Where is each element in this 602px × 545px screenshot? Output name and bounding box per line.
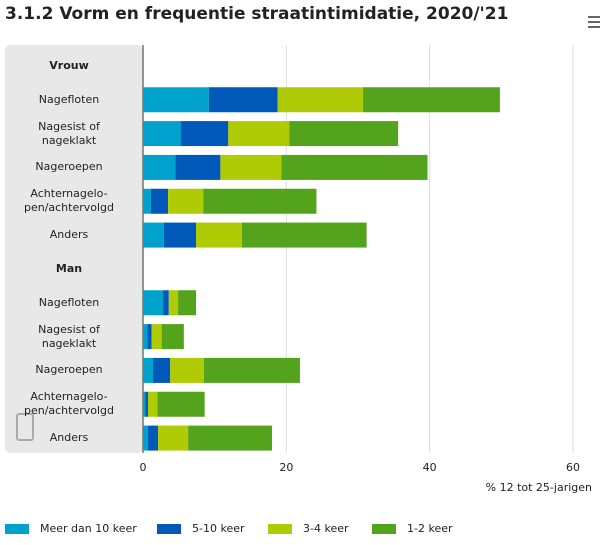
bar-segment xyxy=(178,290,197,316)
bar-segment xyxy=(168,188,204,214)
y-tick-label: Achternagelo- pen/achtervolgd xyxy=(23,187,115,215)
bar-segment xyxy=(143,222,164,248)
legend-swatch xyxy=(372,524,396,534)
x-tick-label: 60 xyxy=(566,461,580,474)
x-tick-label: 20 xyxy=(279,461,293,474)
legend-label: 5-10 keer xyxy=(192,522,245,535)
bar-segment xyxy=(143,391,146,417)
bar-segment xyxy=(143,154,176,180)
bar-segment xyxy=(228,121,290,147)
bar-segment xyxy=(220,154,282,180)
y-tick-label: Nagefloten xyxy=(38,92,100,106)
bar-segment xyxy=(153,357,171,383)
legend-item[interactable]: Meer dan 10 keer xyxy=(5,522,137,535)
y-tick-label: Nageroepen xyxy=(35,160,103,174)
legend-item[interactable]: 1-2 keer xyxy=(372,522,453,535)
legend-label: 1-2 keer xyxy=(407,522,453,535)
label-panel xyxy=(5,45,143,453)
bar-segment xyxy=(145,391,149,417)
bar-segment xyxy=(168,290,179,316)
x-tick-label: 0 xyxy=(140,461,147,474)
bar-segment xyxy=(158,425,189,451)
bar-segment xyxy=(161,324,184,350)
y-tick-label: Nagesist of nageklakt xyxy=(38,119,100,147)
legend-swatch xyxy=(157,524,181,534)
bar-segment xyxy=(143,357,154,383)
y-tick-label: Achternagelo- pen/achtervolgd xyxy=(23,390,115,418)
bar-segment xyxy=(148,425,159,451)
bar-segment xyxy=(170,357,204,383)
bar-segment xyxy=(175,154,221,180)
bar-segment xyxy=(180,121,229,147)
bar-segment xyxy=(203,188,317,214)
bar-segment xyxy=(363,87,500,113)
bar-segment xyxy=(147,324,152,350)
y-tick-label: Vrouw xyxy=(49,58,89,72)
chart-title: 3.1.2 Vorm en frequentie straatintimidat… xyxy=(5,4,509,24)
bar-segment xyxy=(241,222,367,248)
bar-segment xyxy=(143,324,148,350)
y-tick-label: Anders xyxy=(49,431,89,445)
y-tick-label: Nageroepen xyxy=(35,363,103,377)
bar-segment xyxy=(281,154,428,180)
bar-segment xyxy=(188,425,272,451)
bar-segment xyxy=(208,87,278,113)
menu-icon[interactable] xyxy=(588,16,600,28)
bar-segment xyxy=(143,121,181,147)
legend-item[interactable]: 3-4 keer xyxy=(268,522,349,535)
bar-segment xyxy=(163,290,169,316)
legend-item[interactable]: 5-10 keer xyxy=(157,522,245,535)
bar-segment xyxy=(143,188,151,214)
bar-segment xyxy=(289,121,399,147)
bar-segment xyxy=(203,357,300,383)
bar-segment xyxy=(143,425,149,451)
x-tick-label: 40 xyxy=(423,461,437,474)
bar-segment xyxy=(143,87,209,113)
bar-segment xyxy=(143,290,164,316)
legend-label: 3-4 keer xyxy=(303,522,349,535)
y-tick-label: Man xyxy=(55,261,83,275)
bar-segment xyxy=(277,87,364,113)
x-axis-label: % 12 tot 25-jarigen xyxy=(486,481,592,494)
logo xyxy=(16,413,34,441)
bar-segment xyxy=(148,391,158,417)
bar-segment xyxy=(196,222,242,248)
legend-swatch xyxy=(5,524,29,534)
bar-segment xyxy=(151,324,162,350)
bar-segment xyxy=(163,222,197,248)
bar-segment xyxy=(157,391,205,417)
y-tick-label: Nagesist of nageklakt xyxy=(38,322,100,350)
legend-swatch xyxy=(268,524,292,534)
legend-label: Meer dan 10 keer xyxy=(40,522,137,535)
y-tick-label: Anders xyxy=(49,228,89,242)
y-tick-label: Nagefloten xyxy=(38,295,100,309)
bar-segment xyxy=(150,188,169,214)
